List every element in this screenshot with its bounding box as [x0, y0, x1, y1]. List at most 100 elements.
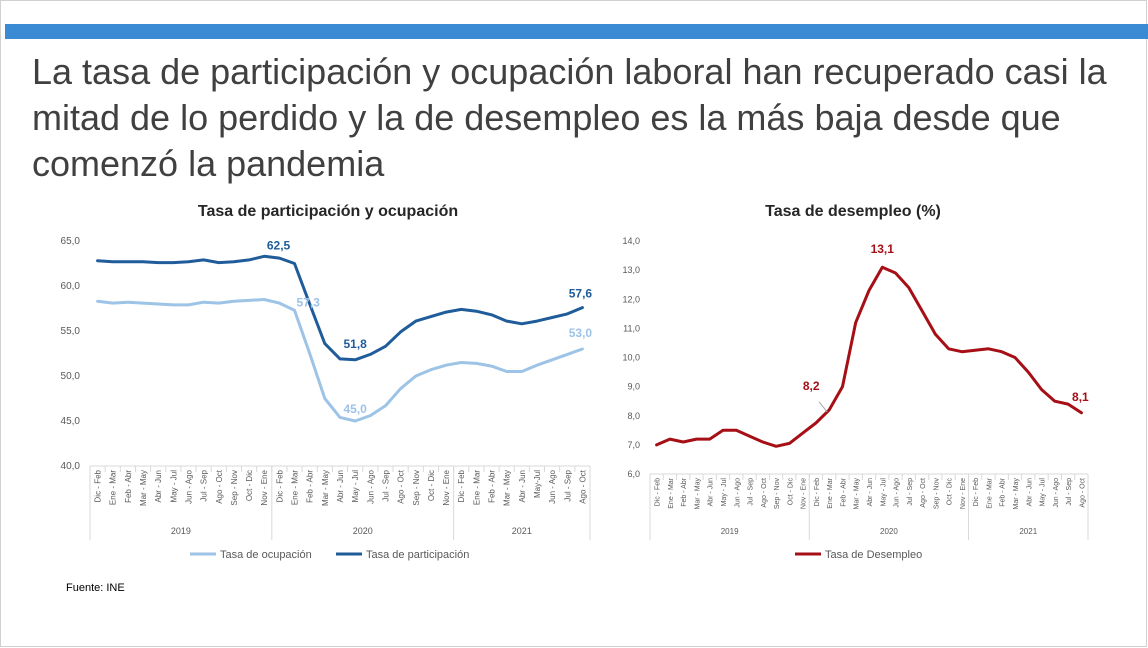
chart2-category-label: Dic - Feb: [814, 478, 821, 507]
chart1-category-label: Ago - Oct: [397, 469, 406, 504]
chart1-category-label: Abr - Jun: [336, 470, 345, 502]
chart1-category-label: Feb - Abr: [124, 470, 133, 503]
chart2-category-label: Jul - Sep: [1066, 478, 1073, 506]
chart2-y-tick-label: 11,0: [623, 323, 640, 333]
chart2-data-label: 13,1: [871, 242, 895, 256]
chart2-category-label: Abr - Jun: [867, 478, 874, 507]
chart1-year-label: 2021: [512, 526, 532, 536]
chart2-category-label: Mar - May: [1013, 478, 1020, 510]
chart2-year-label: 2020: [880, 527, 898, 536]
chart1-category-label: Jun - Ago: [548, 469, 557, 503]
chart2-legend-label-0: Tasa de Desempleo: [825, 549, 922, 561]
chart2-category-label: Nov - Ene: [801, 478, 808, 509]
chart1-category-label: Mar - May: [321, 470, 330, 506]
chart2-category-label: Sep - Nov: [774, 478, 781, 510]
chart2-category-label: Jun - Ago: [894, 478, 901, 508]
chart2-data-label: 8,2: [803, 379, 820, 393]
chart2-category-label: May - Jul: [880, 478, 887, 507]
chart1-category-label: Jul - Sep: [563, 469, 572, 501]
chart1-legend-label-0: Tasa de ocupación: [220, 549, 312, 561]
chart2-category-label: Jul - Sep: [907, 478, 914, 506]
chart1-category-label: Sep - Nov: [230, 470, 239, 506]
chart2-year-label: 2019: [721, 527, 739, 536]
chart2-y-tick-label: 9,0: [627, 382, 640, 392]
chart1-series-line-1: [96, 254, 584, 362]
chart2-category-label: Ago - Oct: [1079, 478, 1086, 508]
chart1-category-label: Mar - May: [503, 470, 512, 506]
chart1-category-label: May - Jul: [169, 470, 178, 503]
chart1-data-label: 62,5: [267, 239, 291, 253]
chart2-category-label: May - Jul: [1040, 478, 1047, 507]
chart1-category-label: Ago - Oct: [578, 469, 587, 504]
chart2-y-tick-label: 10,0: [622, 353, 640, 363]
chart1-category-label: Feb - Abr: [306, 470, 315, 503]
chart1-category-label: Jul - Sep: [200, 469, 209, 501]
chart2-series-line-0: [655, 265, 1083, 448]
chart2-y-tick-label: 14,0: [622, 236, 640, 246]
chart2-category-label: Ene - Mar: [827, 477, 834, 508]
chart1-category-label: Feb - Abr: [488, 470, 497, 503]
chart-title-participation: Tasa de participación y ocupación: [197, 203, 459, 220]
chart1-category-label: Oct - Dic: [427, 470, 436, 501]
chart1-y-tick-label: 60,0: [61, 281, 81, 292]
chart1-category-label: Abr - Jun: [154, 470, 163, 502]
chart1-series-line-0: [96, 298, 584, 423]
chart1-category-label: Dic - Feb: [457, 469, 466, 502]
chart2-category-label: Feb - Abr: [840, 477, 847, 506]
chart1-category-label: Ago - Oct: [215, 469, 224, 504]
chart2-y-tick-label: 6,0: [627, 469, 640, 479]
chart2-category-label: Mar - May: [854, 478, 861, 510]
chart1-category-label: May - Jul: [351, 470, 360, 503]
chart2-category-label: Oct - Dic: [787, 478, 794, 506]
chart2-data-label: 8,1: [1072, 390, 1089, 404]
chart1-year-label: 2020: [353, 526, 373, 536]
chart1-y-tick-label: 55,0: [61, 326, 81, 337]
chart1-category-label: Oct - Dic: [245, 470, 254, 501]
chart1-category-label: Nov - Ene: [260, 469, 269, 505]
chart2-y-tick-label: 7,0: [627, 440, 640, 450]
source-note: Fuente: INE: [66, 582, 125, 594]
chart1-category-label: Dic - Feb: [94, 469, 103, 502]
chart2-category-label: Abr - Jun: [1026, 478, 1033, 507]
chart2-category-label: Ene - Mar: [668, 477, 675, 508]
chart1-legend-label-1: Tasa de participación: [366, 549, 469, 561]
chart1-category-label: Ene - Mar: [109, 470, 118, 505]
chart2-category-label: Ago - Oct: [920, 478, 927, 508]
chart1-category-label: Abr - Jun: [518, 470, 527, 502]
chart2-category-label: Dic - Feb: [973, 478, 980, 507]
chart2-category-label: Jul - Sep: [748, 478, 755, 506]
chart2-category-label: May - Jul: [721, 478, 728, 507]
chart2-label-leader: [818, 401, 828, 413]
chart2-category-label: Feb - Abr: [681, 477, 688, 506]
chart2-category-label: Jun - Ago: [1053, 478, 1060, 508]
chart1-year-label: 2019: [171, 526, 191, 536]
chart1-data-label: 53,0: [569, 326, 593, 340]
chart1-category-label: Ene - Mar: [291, 470, 300, 505]
chart2-y-tick-label: 8,0: [627, 411, 640, 421]
chart2-category-label: Jun - Ago: [734, 478, 741, 508]
chart2-category-label: Mar - May: [694, 478, 701, 510]
chart1-category-label: Mar - May: [139, 470, 148, 506]
chart1-y-tick-label: 45,0: [61, 416, 81, 427]
chart1-data-label: 45,0: [343, 402, 367, 416]
chart1-y-tick-label: 65,0: [61, 236, 81, 247]
chart2-y-tick-label: 12,0: [622, 294, 640, 304]
chart2-category-label: Nov - Ene: [960, 478, 967, 509]
chart2-category-label: Dic - Feb: [655, 478, 662, 507]
chart1-data-label: 51,8: [343, 337, 367, 351]
chart2-category-label: Oct - Dic: [947, 478, 954, 506]
chart1-category-label: Jun - Ago: [184, 469, 193, 503]
chart1-data-label: 57,6: [569, 287, 593, 301]
chart1-category-label: May-Jul: [533, 470, 542, 498]
chart2-category-label: Sep - Nov: [933, 478, 940, 510]
chart2-category-label: Ago - Oct: [761, 478, 768, 508]
slide-title: La tasa de participación y ocupación lab…: [32, 51, 1107, 184]
chart1-y-tick-label: 50,0: [61, 371, 81, 382]
chart2-year-label: 2021: [1019, 527, 1037, 536]
chart1-category-label: Nov - Ene: [442, 469, 451, 505]
chart1-category-label: Dic - Feb: [275, 469, 284, 502]
chart1-category-label: Ene - Mar: [472, 470, 481, 505]
chart2-category-label: Abr - Jun: [708, 478, 715, 507]
chart2-y-tick-label: 13,0: [622, 265, 640, 275]
